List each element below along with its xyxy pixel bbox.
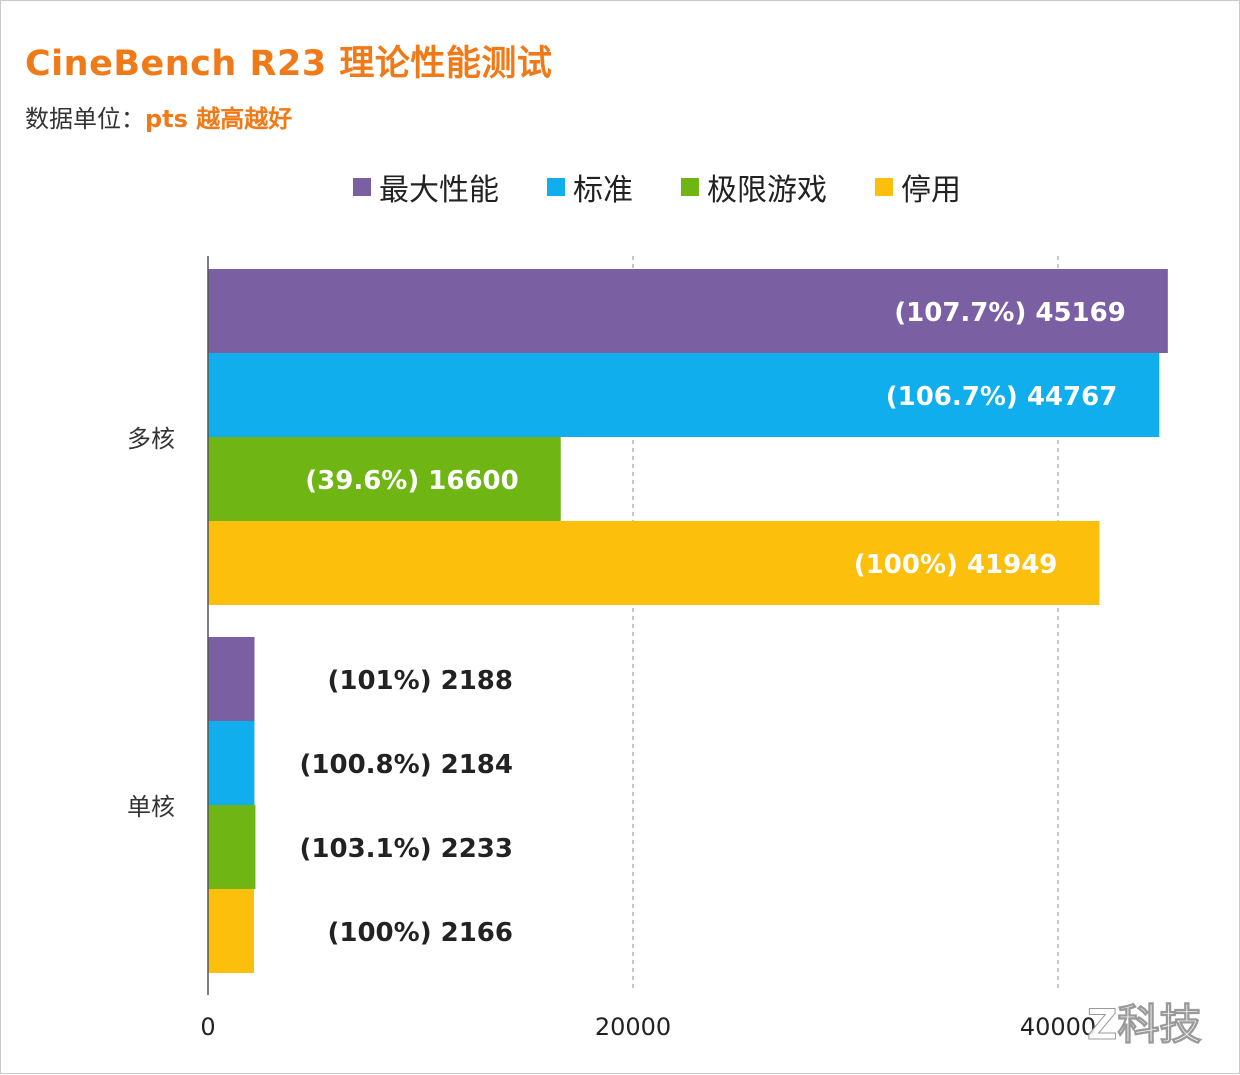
bar-0-1 (208, 353, 1160, 437)
legend-item-1: 标准 (547, 165, 633, 209)
data-label-1-2: (103.1%) 2233 (300, 834, 513, 864)
legend-swatch-3 (875, 178, 893, 196)
data-label-0-3: (100%) 41949 (854, 550, 1058, 580)
subtitle-value: pts 越高越好 (145, 105, 293, 133)
bar-1-2 (208, 805, 256, 889)
legend-label-0: 最大性能 (379, 173, 499, 208)
legend-swatch-0 (353, 178, 371, 196)
data-label-0-2: (39.6%) 16600 (305, 466, 518, 496)
legend-label-1: 标准 (573, 173, 633, 208)
bar-1-1 (208, 721, 255, 805)
chart-subtitle: 数据单位：pts 越高越好 (25, 99, 292, 134)
data-label-1-0: (101%) 2188 (327, 666, 513, 696)
chart-legend: 最大性能 标准 极限游戏 停用 (353, 165, 961, 209)
legend-item-3: 停用 (875, 165, 961, 209)
category-label-0: 多核 (127, 425, 175, 453)
bar-0-3 (208, 521, 1100, 605)
data-label-1-1: (100.8%) 2184 (300, 750, 513, 780)
chart-title: CineBench R23 理论性能测试 (25, 44, 553, 84)
data-label-0-0: (107.7%) 45169 (894, 298, 1126, 328)
legend-item-2: 极限游戏 (681, 165, 827, 209)
bar-0-0 (208, 269, 1168, 353)
bar-0-2 (208, 437, 561, 521)
category-label-1: 单核 (127, 793, 175, 821)
legend-swatch-2 (681, 178, 699, 196)
legend-item-0: 最大性能 (353, 165, 499, 209)
legend-label-3: 停用 (901, 173, 961, 208)
legend-swatch-1 (547, 178, 565, 196)
bar-1-0 (208, 637, 255, 721)
legend-label-2: 极限游戏 (707, 173, 827, 208)
subtitle-prefix: 数据单位： (25, 105, 145, 133)
x-tick-label-0: 0 (200, 1013, 215, 1041)
data-label-1-3: (100%) 2166 (327, 918, 513, 948)
data-label-0-1: (106.7%) 44767 (886, 382, 1118, 412)
bar-1-3 (208, 889, 255, 973)
x-tick-label-20000: 20000 (595, 1013, 671, 1041)
x-tick-label-40000: 40000 (1020, 1013, 1096, 1041)
watermark: Z科技 (1086, 1000, 1202, 1050)
